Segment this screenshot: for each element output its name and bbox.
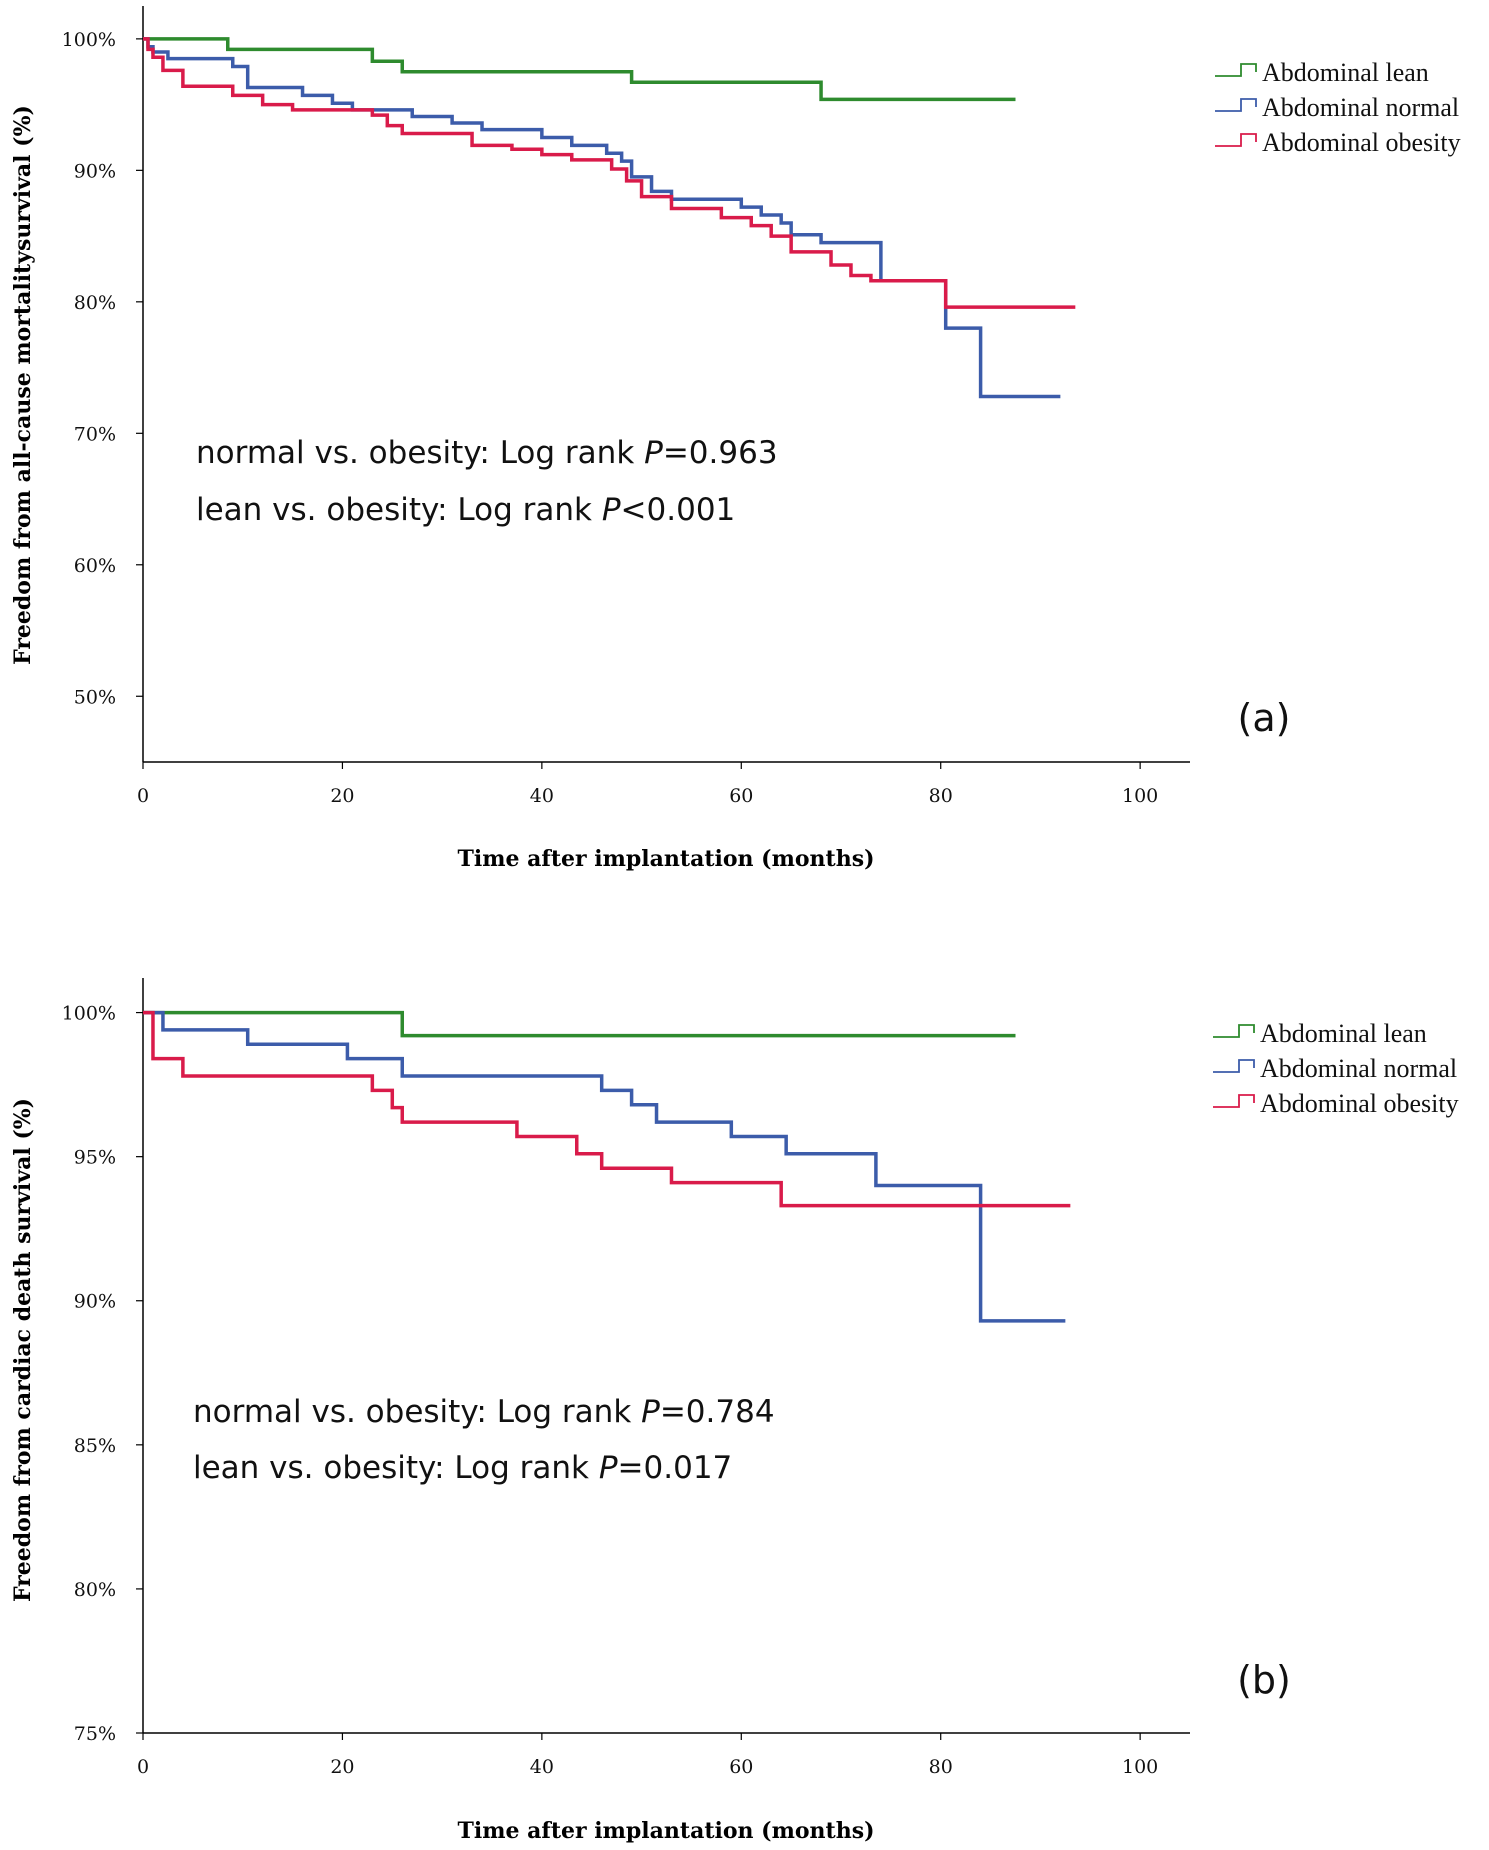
panel-b-curve-abdominal-normal <box>143 1010 1066 1323</box>
panel-b-x-tick-label: 80 <box>929 1756 953 1778</box>
panel-b-y-tick-label: 80% <box>74 1579 116 1601</box>
panel-a-x-tick-label: 80 <box>929 785 953 807</box>
panel-a-x-tick-label: 100 <box>1122 785 1158 807</box>
panel-a-legend-swatch <box>1215 63 1257 77</box>
panel-a-x-tick-label: 0 <box>137 785 149 807</box>
panel-b-x-axis-title: Time after implantation (months) <box>458 1818 875 1844</box>
panel-a-curves <box>143 37 1076 399</box>
panel-a-y-tick-label: 90% <box>74 160 116 182</box>
panel-b-curve-abdominal-obesity <box>143 1010 1071 1208</box>
panel-a-x-ticks: 0 20 40 60 80 100 <box>137 762 1158 807</box>
panel-b-y-ticks: 75% 80% 85% 90% 95% 100% <box>62 1003 143 1745</box>
panel-a-legend-label: Abdominal normal <box>1262 93 1459 122</box>
panel-b-legend-label: Abdominal obesity <box>1260 1089 1459 1118</box>
panel-a-x-tick-label: 60 <box>729 785 753 807</box>
panel-a-y-tick-label: 80% <box>74 292 116 314</box>
panel-a-curve-abdominal-lean <box>143 37 1016 102</box>
panel-a-label: (a) <box>1238 696 1291 740</box>
panel-b-legend-label: Abdominal lean <box>1260 1019 1427 1048</box>
panel-a-y-tick-label: 50% <box>74 686 116 708</box>
panel-a-x-tick-label: 40 <box>530 785 554 807</box>
panel-b-y-tick-label: 90% <box>74 1291 116 1313</box>
panel-b-legend-swatch <box>1213 1024 1255 1038</box>
panel-b-x-tick-label: 40 <box>530 1756 554 1778</box>
panel-b-legend: Abdominal lean Abdominal normal Abdominal … <box>1213 1019 1459 1118</box>
panel-a-y-axis-title: Freedom from all-cause mortalitysurvival… <box>10 105 36 665</box>
panel-b-curve-abdominal-lean <box>143 1010 1016 1038</box>
panel-b-annotation-2: lean vs. obesity: Log rank P=0.017 <box>193 1450 732 1486</box>
panel-a-legend-swatch <box>1215 133 1257 147</box>
panel-b-curves <box>143 1010 1071 1323</box>
panel-a-y-ticks: 50% 60% 70% 80% 90% 100% <box>62 29 143 708</box>
panel-a-curve-abdominal-obesity <box>143 37 1076 309</box>
panel-b-chart: 75% 80% 85% 90% 95% 100% 0 20 40 60 80 100 Time af… <box>10 978 1459 1844</box>
panel-b-y-tick-label: 85% <box>74 1435 116 1457</box>
panel-b-y-tick-label: 100% <box>62 1003 116 1025</box>
panel-b-y-tick-label: 75% <box>74 1723 116 1745</box>
panel-b-y-tick-label: 95% <box>74 1147 116 1169</box>
panel-a-legend: Abdominal lean Abdominal normal Abdominal … <box>1215 58 1461 157</box>
panel-a-x-tick-label: 20 <box>330 785 354 807</box>
panel-b-legend-swatch <box>1213 1094 1255 1108</box>
panel-b-x-tick-label: 0 <box>137 1756 149 1778</box>
panel-a-y-tick-label: 60% <box>74 555 116 577</box>
panel-b-x-ticks: 0 20 40 60 80 100 <box>137 1733 1158 1778</box>
panel-a-curve-abdominal-normal <box>143 37 1061 399</box>
panel-a-y-tick-label: 70% <box>74 423 116 445</box>
panel-a-annotation-2: lean vs. obesity: Log rank P<0.001 <box>196 492 735 528</box>
panel-b-annotation-1: normal vs. obesity: Log rank P=0.784 <box>193 1394 775 1430</box>
panel-b-legend-swatch <box>1213 1059 1255 1073</box>
panel-b-legend-label: Abdominal normal <box>1260 1054 1457 1083</box>
panel-a-chart: 50% 60% 70% 80% 90% 100% 0 20 40 60 80 100 Time af… <box>10 6 1461 872</box>
panel-a-legend-label: Abdominal lean <box>1262 58 1429 87</box>
panel-b-x-tick-label: 100 <box>1122 1756 1158 1778</box>
panel-b-x-tick-label: 60 <box>729 1756 753 1778</box>
panel-a-y-tick-label: 100% <box>62 29 116 51</box>
panel-a-x-axis-title: Time after implantation (months) <box>458 846 875 872</box>
panel-a-annotation-1: normal vs. obesity: Log rank P=0.963 <box>196 435 778 471</box>
panel-b-label: (b) <box>1237 1658 1291 1702</box>
panel-a-legend-swatch <box>1215 98 1257 112</box>
panel-b-y-axis-title: Freedom from cardiac death survival (%) <box>10 1098 36 1602</box>
panel-b-x-tick-label: 20 <box>330 1756 354 1778</box>
panel-a-legend-label: Abdominal obesity <box>1262 128 1461 157</box>
